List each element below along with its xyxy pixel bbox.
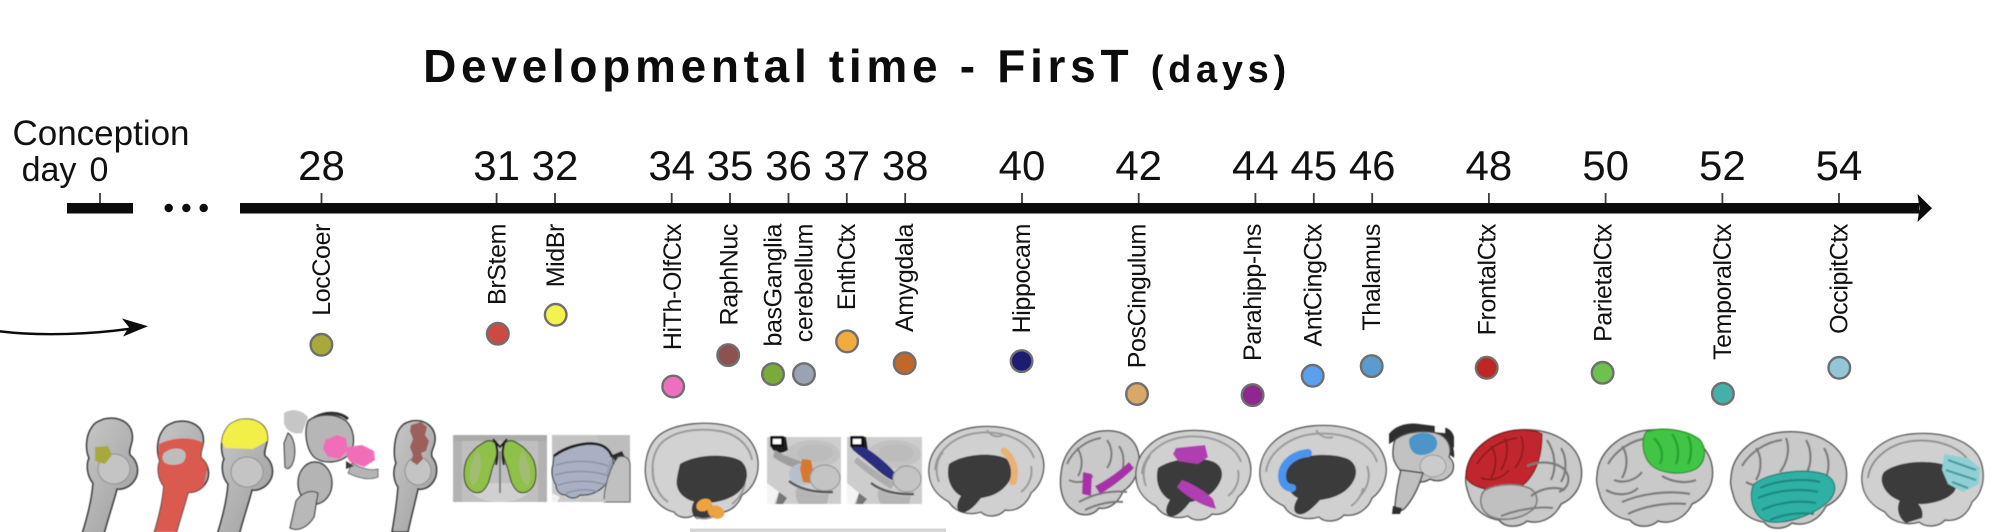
- svg-text:Developmental time - FirsT (da: Developmental time - FirsT (days): [423, 40, 1291, 92]
- svg-text:HiTh-OlfCtx: HiTh-OlfCtx: [659, 223, 687, 350]
- svg-text:52: 52: [1699, 142, 1746, 189]
- svg-text:37: 37: [823, 142, 870, 189]
- svg-text:AntCingCtx: AntCingCtx: [1300, 223, 1328, 346]
- svg-text:OccipitCtx: OccipitCtx: [1826, 223, 1854, 334]
- svg-text:Hippocam: Hippocam: [1008, 224, 1036, 333]
- svg-text:MidBr: MidBr: [542, 224, 570, 287]
- svg-text:36: 36: [765, 142, 812, 189]
- svg-text:44: 44: [1232, 142, 1279, 189]
- svg-text:40: 40: [999, 142, 1046, 189]
- svg-text:BrStem: BrStem: [484, 224, 512, 305]
- svg-text:cerebellum: cerebellum: [791, 224, 819, 342]
- svg-text:48: 48: [1466, 142, 1513, 189]
- svg-text:Conception: Conception: [12, 114, 189, 153]
- svg-text:PosCingulum: PosCingulum: [1124, 224, 1152, 368]
- svg-text:RaphNuc: RaphNuc: [716, 224, 744, 325]
- svg-text:42: 42: [1115, 142, 1162, 189]
- svg-text:38: 38: [882, 142, 929, 189]
- svg-text:34: 34: [648, 142, 695, 189]
- svg-text:EnthCtx: EnthCtx: [833, 223, 861, 310]
- svg-text:LocCoer: LocCoer: [308, 224, 336, 316]
- svg-text:day: day: [22, 151, 77, 189]
- svg-text:TemporalCtx: TemporalCtx: [1709, 223, 1737, 360]
- svg-text:32: 32: [532, 142, 579, 189]
- svg-text:35: 35: [707, 142, 754, 189]
- svg-text:basGanglia: basGanglia: [760, 224, 788, 347]
- svg-text:ParietalCtx: ParietalCtx: [1590, 223, 1618, 342]
- svg-text:Thalamus: Thalamus: [1358, 224, 1386, 331]
- svg-text:0: 0: [90, 151, 109, 189]
- svg-text:50: 50: [1582, 142, 1629, 189]
- svg-text:31: 31: [473, 142, 520, 189]
- svg-text:45: 45: [1290, 142, 1337, 189]
- svg-text:Parahipp-Ins: Parahipp-Ins: [1239, 224, 1267, 361]
- svg-text:46: 46: [1349, 142, 1396, 189]
- svg-text:54: 54: [1816, 142, 1863, 189]
- svg-text:28: 28: [298, 142, 345, 189]
- svg-text:FrontalCtx: FrontalCtx: [1474, 223, 1502, 335]
- svg-text:Amygdala: Amygdala: [891, 224, 919, 332]
